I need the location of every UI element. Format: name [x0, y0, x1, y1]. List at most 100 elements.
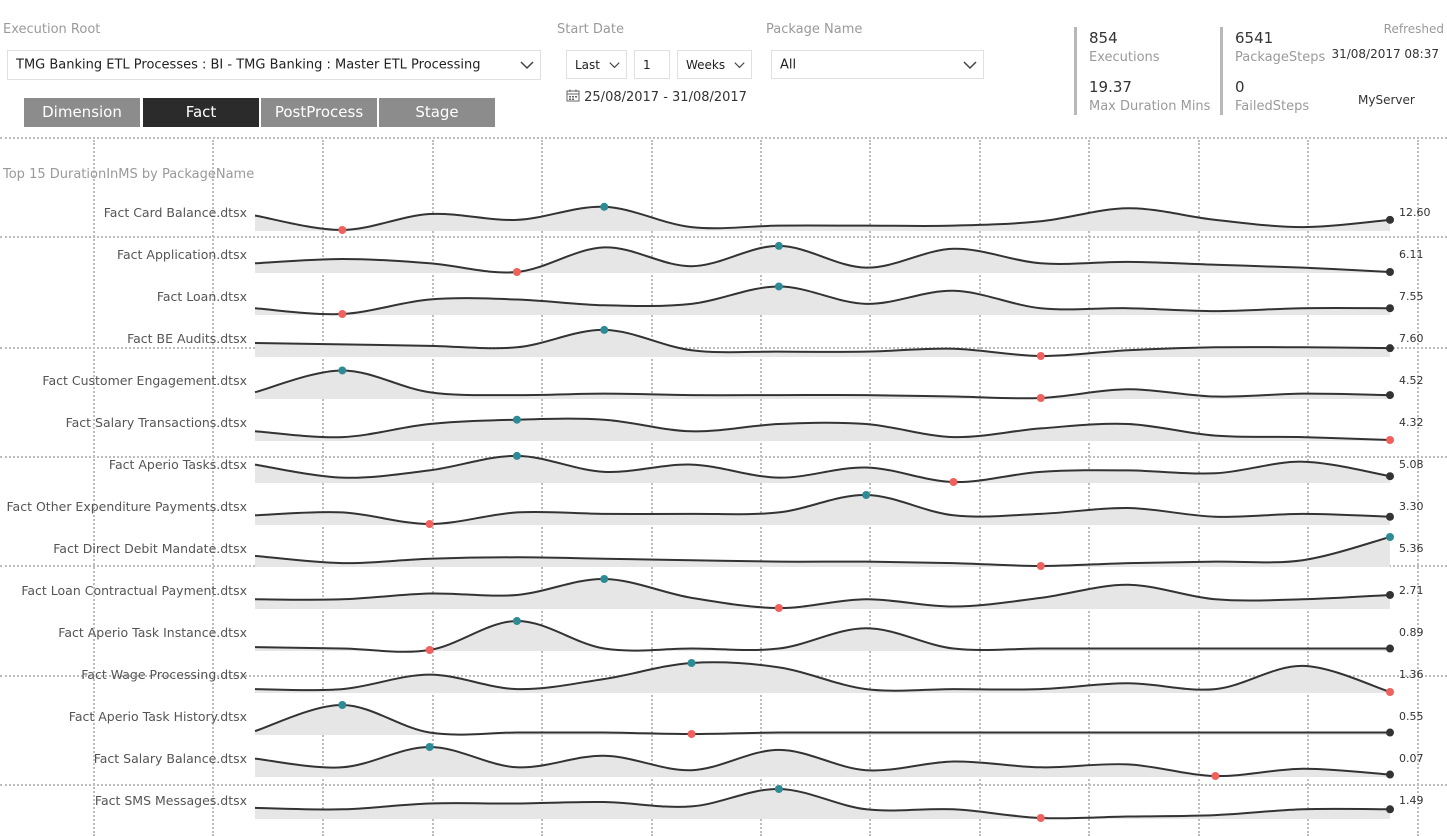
last-value-label: 6.11 — [1399, 248, 1424, 261]
last-point-marker[interactable] — [1386, 344, 1394, 353]
sparkline-line — [254, 328, 1391, 358]
chevron-down-icon — [963, 60, 977, 69]
sparkline-line — [254, 285, 1391, 316]
execution-root-dropdown[interactable]: TMG Banking ETL Processes : BI - TMG Ban… — [7, 50, 541, 80]
max-point-marker[interactable] — [338, 701, 347, 709]
max-point-marker[interactable] — [774, 785, 783, 793]
period-unit-dropdown[interactable]: Weeks — [677, 50, 752, 79]
last-value-label: 4.32 — [1399, 416, 1424, 429]
max-point-marker[interactable] — [600, 575, 609, 583]
sparkline-line — [254, 577, 1391, 610]
max-point-marker[interactable] — [600, 202, 609, 211]
sparkline-line — [254, 703, 1390, 736]
package-name-label: Fact Customer Engagement.dtsx — [42, 373, 247, 388]
sparkline-line — [254, 493, 1391, 526]
max-duration-label: Max Duration Mins — [1089, 99, 1211, 114]
max-point-marker[interactable] — [687, 659, 696, 667]
tab-fact[interactable]: Fact — [143, 98, 259, 127]
last-point-marker[interactable] — [1386, 472, 1394, 481]
last-point-marker[interactable] — [1386, 770, 1394, 779]
last-point-marker[interactable] — [1386, 215, 1394, 224]
max-point-marker[interactable] — [512, 451, 521, 460]
grid-line — [0, 236, 1447, 238]
min-point-marker[interactable] — [1386, 688, 1394, 696]
package-name-label: Fact Aperio Task History.dtsx — [68, 709, 247, 724]
last-point-marker[interactable] — [1386, 391, 1394, 400]
min-point-marker[interactable] — [338, 226, 347, 234]
max-point-marker[interactable] — [600, 325, 609, 334]
package-name-value: All — [780, 57, 797, 72]
package-name-label: Fact Card Balance.dtsx — [103, 205, 247, 220]
min-point-marker[interactable] — [1036, 562, 1045, 570]
period-mode-dropdown[interactable]: Last — [566, 50, 627, 79]
package-name-label: Fact BE Audits.dtsx — [127, 331, 247, 346]
min-point-marker[interactable] — [512, 268, 521, 276]
package-name-label: Fact Salary Transactions.dtsx — [65, 415, 247, 430]
last-point-marker[interactable] — [1386, 590, 1394, 599]
date-range-text: 25/08/2017 - 31/08/2017 — [584, 90, 747, 105]
package-name-label: Fact Loan.dtsx — [156, 289, 247, 304]
sparkline-area — [255, 704, 1390, 735]
min-point-marker[interactable] — [1036, 352, 1045, 360]
last-value-label: 5.36 — [1399, 542, 1424, 555]
sparkline-area — [255, 537, 1390, 567]
last-point-marker[interactable] — [1386, 304, 1394, 313]
last-point-marker[interactable] — [1386, 512, 1394, 521]
period-count-input[interactable]: 1 — [634, 50, 670, 79]
grid-line — [93, 140, 95, 836]
min-point-marker[interactable] — [774, 604, 783, 612]
package-name-label: Fact Wage Processing.dtsx — [81, 667, 247, 682]
max-point-marker[interactable] — [512, 617, 521, 625]
last-point-marker[interactable] — [1386, 644, 1394, 653]
package-name-dropdown[interactable]: All — [771, 50, 984, 79]
grid-line — [1088, 140, 1090, 836]
sparkline-line — [254, 745, 1391, 778]
last-point-marker[interactable] — [1386, 805, 1394, 814]
last-value-label: 4.52 — [1399, 374, 1424, 387]
max-point-marker[interactable] — [1386, 533, 1394, 541]
max-duration-value: 19.37 — [1089, 78, 1132, 96]
tab-stage[interactable]: Stage — [379, 98, 495, 127]
min-point-marker[interactable] — [425, 646, 434, 654]
sparkline-area — [255, 370, 1390, 399]
tab-label: PostProcess — [274, 103, 364, 121]
min-point-marker[interactable] — [1211, 772, 1220, 780]
min-point-marker[interactable] — [687, 730, 696, 738]
max-point-marker[interactable] — [512, 415, 521, 424]
min-point-marker[interactable] — [1036, 394, 1045, 402]
grid-line — [1198, 140, 1200, 836]
sparkline-area — [255, 329, 1390, 357]
last-value-label: 1.36 — [1399, 668, 1424, 681]
tab-postprocess[interactable]: PostProcess — [261, 98, 377, 127]
executions-label: Executions — [1089, 50, 1160, 65]
package-name-label: Fact Loan Contractual Payment.dtsx — [21, 583, 247, 598]
max-point-marker[interactable] — [774, 241, 783, 250]
last-value-label: 0.89 — [1399, 626, 1424, 639]
tab-dimension[interactable]: Dimension — [24, 98, 140, 127]
min-point-marker[interactable] — [338, 310, 347, 318]
sparkline-area — [255, 286, 1390, 315]
package-steps-label: PackageSteps — [1235, 50, 1326, 65]
tab-label: Dimension — [42, 103, 122, 121]
max-point-marker[interactable] — [425, 743, 434, 751]
period-count-value: 1 — [643, 57, 651, 72]
min-point-marker[interactable] — [1036, 814, 1045, 822]
min-point-marker[interactable] — [1386, 436, 1394, 444]
chevron-down-icon — [734, 61, 745, 68]
package-name-label: Package Name — [766, 22, 863, 37]
min-point-marker[interactable] — [425, 520, 434, 528]
last-value-label: 2.71 — [1399, 584, 1424, 597]
min-point-marker[interactable] — [949, 478, 958, 486]
last-point-marker[interactable] — [1386, 268, 1394, 276]
grid-line — [0, 137, 1447, 139]
max-point-marker[interactable] — [774, 282, 783, 291]
sparkline-area — [255, 455, 1390, 483]
max-point-marker[interactable] — [338, 366, 347, 375]
start-date-label: Start Date — [557, 22, 624, 37]
package-name-label: Fact Salary Balance.dtsx — [93, 751, 247, 766]
last-point-marker[interactable] — [1386, 728, 1394, 737]
sparkline-area — [255, 620, 1390, 652]
last-value-label: 12.60 — [1399, 206, 1431, 219]
max-point-marker[interactable] — [862, 491, 871, 499]
